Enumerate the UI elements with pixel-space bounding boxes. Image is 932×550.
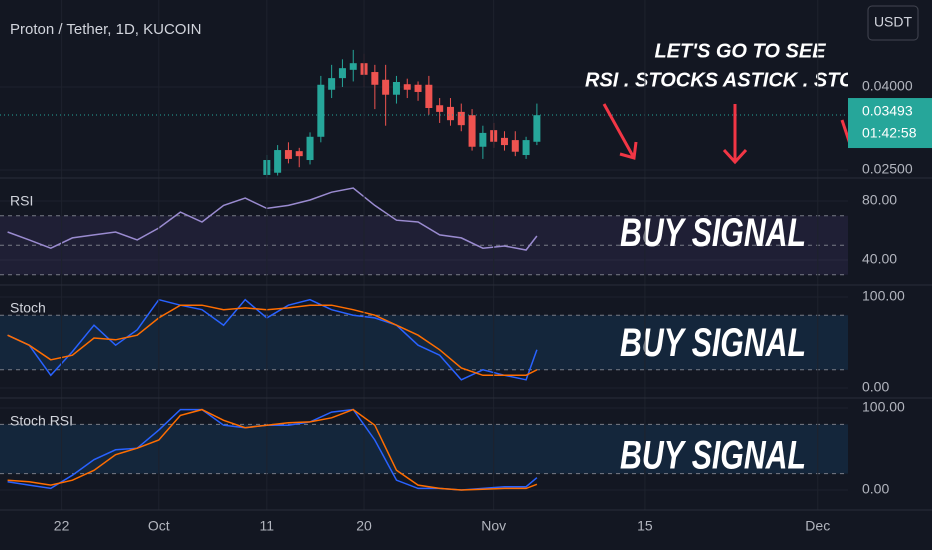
- x-tick-label: Dec: [805, 518, 830, 534]
- arrow: [602, 103, 638, 160]
- level-band: [0, 424, 848, 474]
- y-tick-label: 0.04000: [862, 78, 913, 94]
- series-line: [7, 408, 538, 491]
- candle-body: [338, 68, 346, 79]
- candle-body: [328, 78, 336, 90]
- pane-label: Stoch RSI: [10, 413, 73, 429]
- y-tick-label: 100.00: [862, 288, 905, 304]
- x-tick-label: 20: [356, 518, 372, 534]
- last-price-label: 0.03493: [862, 103, 913, 119]
- candle-body: [511, 140, 519, 152]
- candle-body: [436, 105, 444, 112]
- plot-area: LET'S GO TO SEE RSI . STOCKS ASTICK . STO…: [0, 0, 898, 510]
- series-line: [7, 187, 538, 251]
- y-tick-label: 40.00: [862, 251, 897, 267]
- x-tick-label: 11: [260, 518, 275, 534]
- annotation: LET'S GO TO SEE: [654, 40, 826, 62]
- candle-body: [274, 150, 282, 173]
- candle-body: [533, 115, 541, 142]
- arrow: [722, 104, 748, 165]
- candle-body: [446, 106, 454, 121]
- candle-body: [349, 63, 357, 70]
- candle-body: [317, 84, 325, 137]
- y-tick-label: 100.00: [862, 399, 905, 415]
- candle-body: [425, 84, 433, 109]
- candle-body: [306, 136, 314, 161]
- candle-body: [457, 111, 465, 126]
- currency-label: USDT: [874, 14, 913, 30]
- annotation: RSI . STOCKS ASTICK . STOCKS: [585, 69, 898, 91]
- y-tick-label: 80.00: [862, 192, 897, 208]
- y-tick-label: 0.02500: [862, 161, 913, 177]
- last-price-box: [848, 98, 932, 149]
- series-line: [7, 304, 538, 377]
- candle-body: [392, 82, 400, 95]
- candle-body: [284, 150, 292, 159]
- pane-label: Stoch: [10, 300, 46, 316]
- candle-body: [479, 132, 487, 147]
- annotation: BUY SIGNAL: [620, 434, 806, 478]
- annotation: BUY SIGNAL: [620, 321, 806, 365]
- chart-title: Proton / Tether, 1D, KUCOIN: [10, 21, 201, 38]
- candle-body: [382, 79, 390, 95]
- y-tick-label: 0.00: [862, 379, 889, 395]
- axis-area: 0.04000 0.02500 0.03493 01:42:58 USDT 80.00 40…: [0, 5, 932, 511]
- candle-body: [500, 137, 508, 146]
- y-tick-label: 0.00: [862, 481, 889, 497]
- x-tick-label: Nov: [481, 518, 506, 534]
- candle-body: [295, 151, 303, 157]
- annotation: BUY SIGNAL: [620, 211, 806, 255]
- x-tick-label: Oct: [148, 518, 170, 534]
- x-tick-label: 15: [637, 518, 653, 534]
- arrow: [840, 119, 848, 143]
- candle-body: [414, 84, 422, 92]
- candle-body: [403, 84, 411, 90]
- candle-body: [522, 140, 530, 156]
- candle-body: [371, 72, 379, 85]
- x-tick-label: 22: [54, 518, 70, 534]
- countdown: 01:42:58: [862, 125, 917, 141]
- candle-body: [468, 115, 476, 147]
- pane-label: RSI: [10, 193, 33, 209]
- series-line: [7, 298, 538, 381]
- currency-button[interactable]: [867, 5, 919, 41]
- arrows: [602, 103, 848, 165]
